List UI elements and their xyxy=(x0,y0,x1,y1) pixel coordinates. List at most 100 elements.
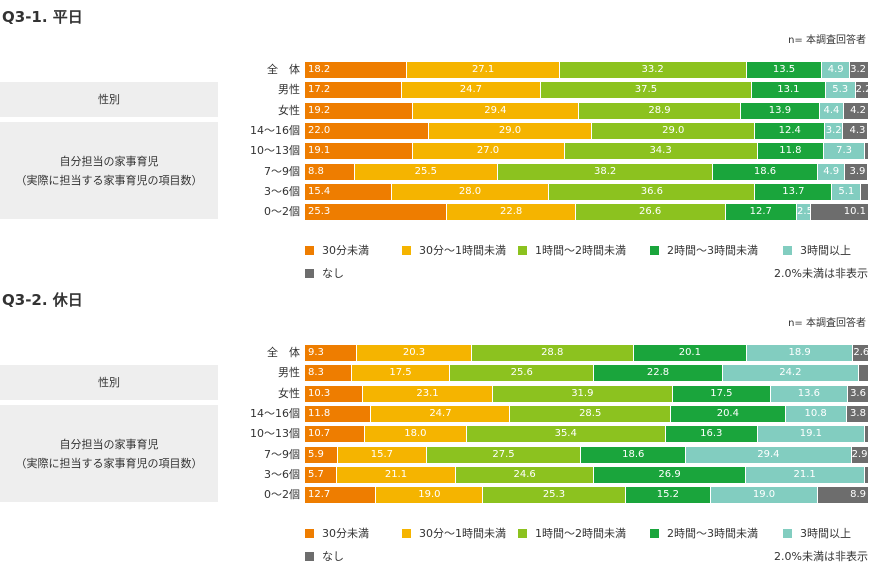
bar-segment: 29.4 xyxy=(686,446,852,463)
legend-label: 30分〜1時間未満 xyxy=(419,527,506,540)
row-label: 女性 xyxy=(278,103,300,117)
bar-segment: 3.2 xyxy=(850,62,868,78)
bar-segment: 13.7 xyxy=(755,183,833,200)
bar-segment: 24.7 xyxy=(371,405,511,422)
bar-segment: 21.1 xyxy=(745,466,865,483)
bar-segment: 21.1 xyxy=(337,466,456,483)
stacked-bar: 5.7 21.1 24.6 26.9 21.1 xyxy=(305,466,868,483)
group-sublabel: （実際に担当する家事育児の項目数） xyxy=(15,456,203,470)
bar-segment: 28.9 xyxy=(578,102,742,119)
legend-swatch xyxy=(783,245,792,255)
row-label: 0〜2個 xyxy=(264,488,300,502)
bar-segment: 3.9 xyxy=(845,163,868,180)
legend-item: なし xyxy=(305,548,344,564)
bar-segment: 24.2 xyxy=(722,365,859,382)
bar-segment: 27.0 xyxy=(412,143,565,160)
legend-label: 30分未満 xyxy=(322,244,369,257)
legend-swatch xyxy=(305,268,314,278)
bar-segment: 28.5 xyxy=(510,405,671,422)
group-task-count: 自分担当の家事育児 （実際に担当する家事育児の項目数） xyxy=(0,122,218,219)
legend-swatch xyxy=(650,528,659,538)
bar-segment: 17.2 xyxy=(305,82,402,99)
sample-note: n= 本調査回答者 xyxy=(788,35,866,46)
bar-segment: 31.9 xyxy=(493,385,673,402)
legend-swatch xyxy=(783,528,792,538)
bar-segment: 8.9 xyxy=(817,487,868,504)
legend-item: 3時間以上 xyxy=(783,525,851,541)
bar-segment: 17.5 xyxy=(351,365,451,382)
sample-note: n= 本調査回答者 xyxy=(788,318,866,329)
bar-segment: 8.3 xyxy=(305,365,352,382)
row-label: 男性 xyxy=(278,366,300,380)
legend-swatch xyxy=(518,245,527,255)
bar-segment: 4.3 xyxy=(843,122,868,139)
bar-segment: 37.5 xyxy=(540,82,752,99)
bar-segment xyxy=(865,426,868,443)
bar-segment: 10.8 xyxy=(785,405,847,422)
bar-segment: 22.0 xyxy=(305,122,429,139)
bar-segment: 13.1 xyxy=(752,82,826,99)
bar-segment: 4.9 xyxy=(822,62,850,78)
group-label: 性別 xyxy=(98,376,120,389)
bar-segment: 17.5 xyxy=(672,385,772,402)
group-gender: 性別 xyxy=(0,365,218,400)
legend-item: なし xyxy=(305,265,344,281)
bar-segment: 10.1 xyxy=(811,204,868,221)
bar-segment: 19.1 xyxy=(757,426,866,443)
stacked-bar: 11.8 24.7 28.5 20.4 10.8 3.8 xyxy=(305,405,868,422)
legend-item: 30分〜1時間未満 xyxy=(402,525,506,541)
bar-segment: 15.4 xyxy=(305,183,392,200)
footnote: 2.0%未満は非表示 xyxy=(774,267,868,280)
stacked-bar: 9.3 20.3 28.8 20.1 18.9 2.6 xyxy=(305,345,868,361)
chart-title: Q3-2. 休日 xyxy=(2,291,83,309)
bar-segment: 5.3 xyxy=(825,82,856,99)
bar-segment: 26.6 xyxy=(575,204,726,221)
bar-segment xyxy=(861,183,868,200)
stacked-bar: 19.2 29.4 28.9 13.9 4.4 4.2 xyxy=(305,102,868,119)
bar-segment: 27.5 xyxy=(426,446,582,463)
row-label: 3〜6個 xyxy=(264,467,300,481)
legend-item: 1時間〜2時間未満 xyxy=(518,242,626,258)
row-label: 全 体 xyxy=(267,346,300,359)
legend-item: 30分〜1時間未満 xyxy=(402,242,506,258)
row-label: 14〜16個 xyxy=(250,123,300,137)
bar-segment: 19.2 xyxy=(305,102,414,119)
bar-segment: 18.6 xyxy=(581,446,687,463)
group-sublabel: （実際に担当する家事育児の項目数） xyxy=(15,173,203,187)
bar-segment: 29.4 xyxy=(413,102,579,119)
bar-segment: 7.3 xyxy=(824,143,866,160)
legend-label: 1時間〜2時間未満 xyxy=(535,244,626,257)
legend-swatch xyxy=(305,528,314,538)
bar-segment: 22.8 xyxy=(594,365,723,382)
legend-label: 30分〜1時間未満 xyxy=(419,244,506,257)
bar-segment xyxy=(865,143,868,160)
bar-segment: 28.0 xyxy=(391,183,550,200)
row-label: 0〜2個 xyxy=(264,205,300,219)
bar-segment: 19.0 xyxy=(376,487,484,504)
group-label: 性別 xyxy=(98,93,120,106)
bar-segment: 25.6 xyxy=(450,365,595,382)
legend-swatch xyxy=(402,528,411,538)
group-label: 自分担当の家事育児 xyxy=(59,437,159,451)
bar-segment: 18.2 xyxy=(305,62,408,78)
bar-segment: 11.8 xyxy=(757,143,825,160)
legend-item: 2時間〜3時間未満 xyxy=(650,242,758,258)
legend-item: 30分未満 xyxy=(305,525,369,541)
bar-segment: 10.3 xyxy=(305,385,363,402)
bar-segment: 36.6 xyxy=(549,183,756,200)
bar-segment: 20.4 xyxy=(670,405,786,422)
bar-segment: 33.2 xyxy=(559,62,747,78)
bar-segment xyxy=(864,466,868,483)
bar-segment: 18.0 xyxy=(365,426,467,443)
legend-label: なし xyxy=(322,267,344,280)
legend-label: 2時間〜3時間未満 xyxy=(667,244,758,257)
bar-segment: 15.2 xyxy=(625,487,712,504)
stacked-bar: 17.224.737.513.15.32.2 xyxy=(305,82,868,99)
bar-segment: 8.8 xyxy=(305,163,355,180)
group-gender: 性別 xyxy=(0,82,218,117)
bar-segment: 19.0 xyxy=(711,487,818,504)
bar-segment: 24.7 xyxy=(401,82,541,99)
stacked-bar: 15.4 28.0 36.6 13.7 5.1 xyxy=(305,183,868,200)
row-label: 3〜6個 xyxy=(264,184,300,198)
row-label: 全 体 xyxy=(267,63,300,76)
